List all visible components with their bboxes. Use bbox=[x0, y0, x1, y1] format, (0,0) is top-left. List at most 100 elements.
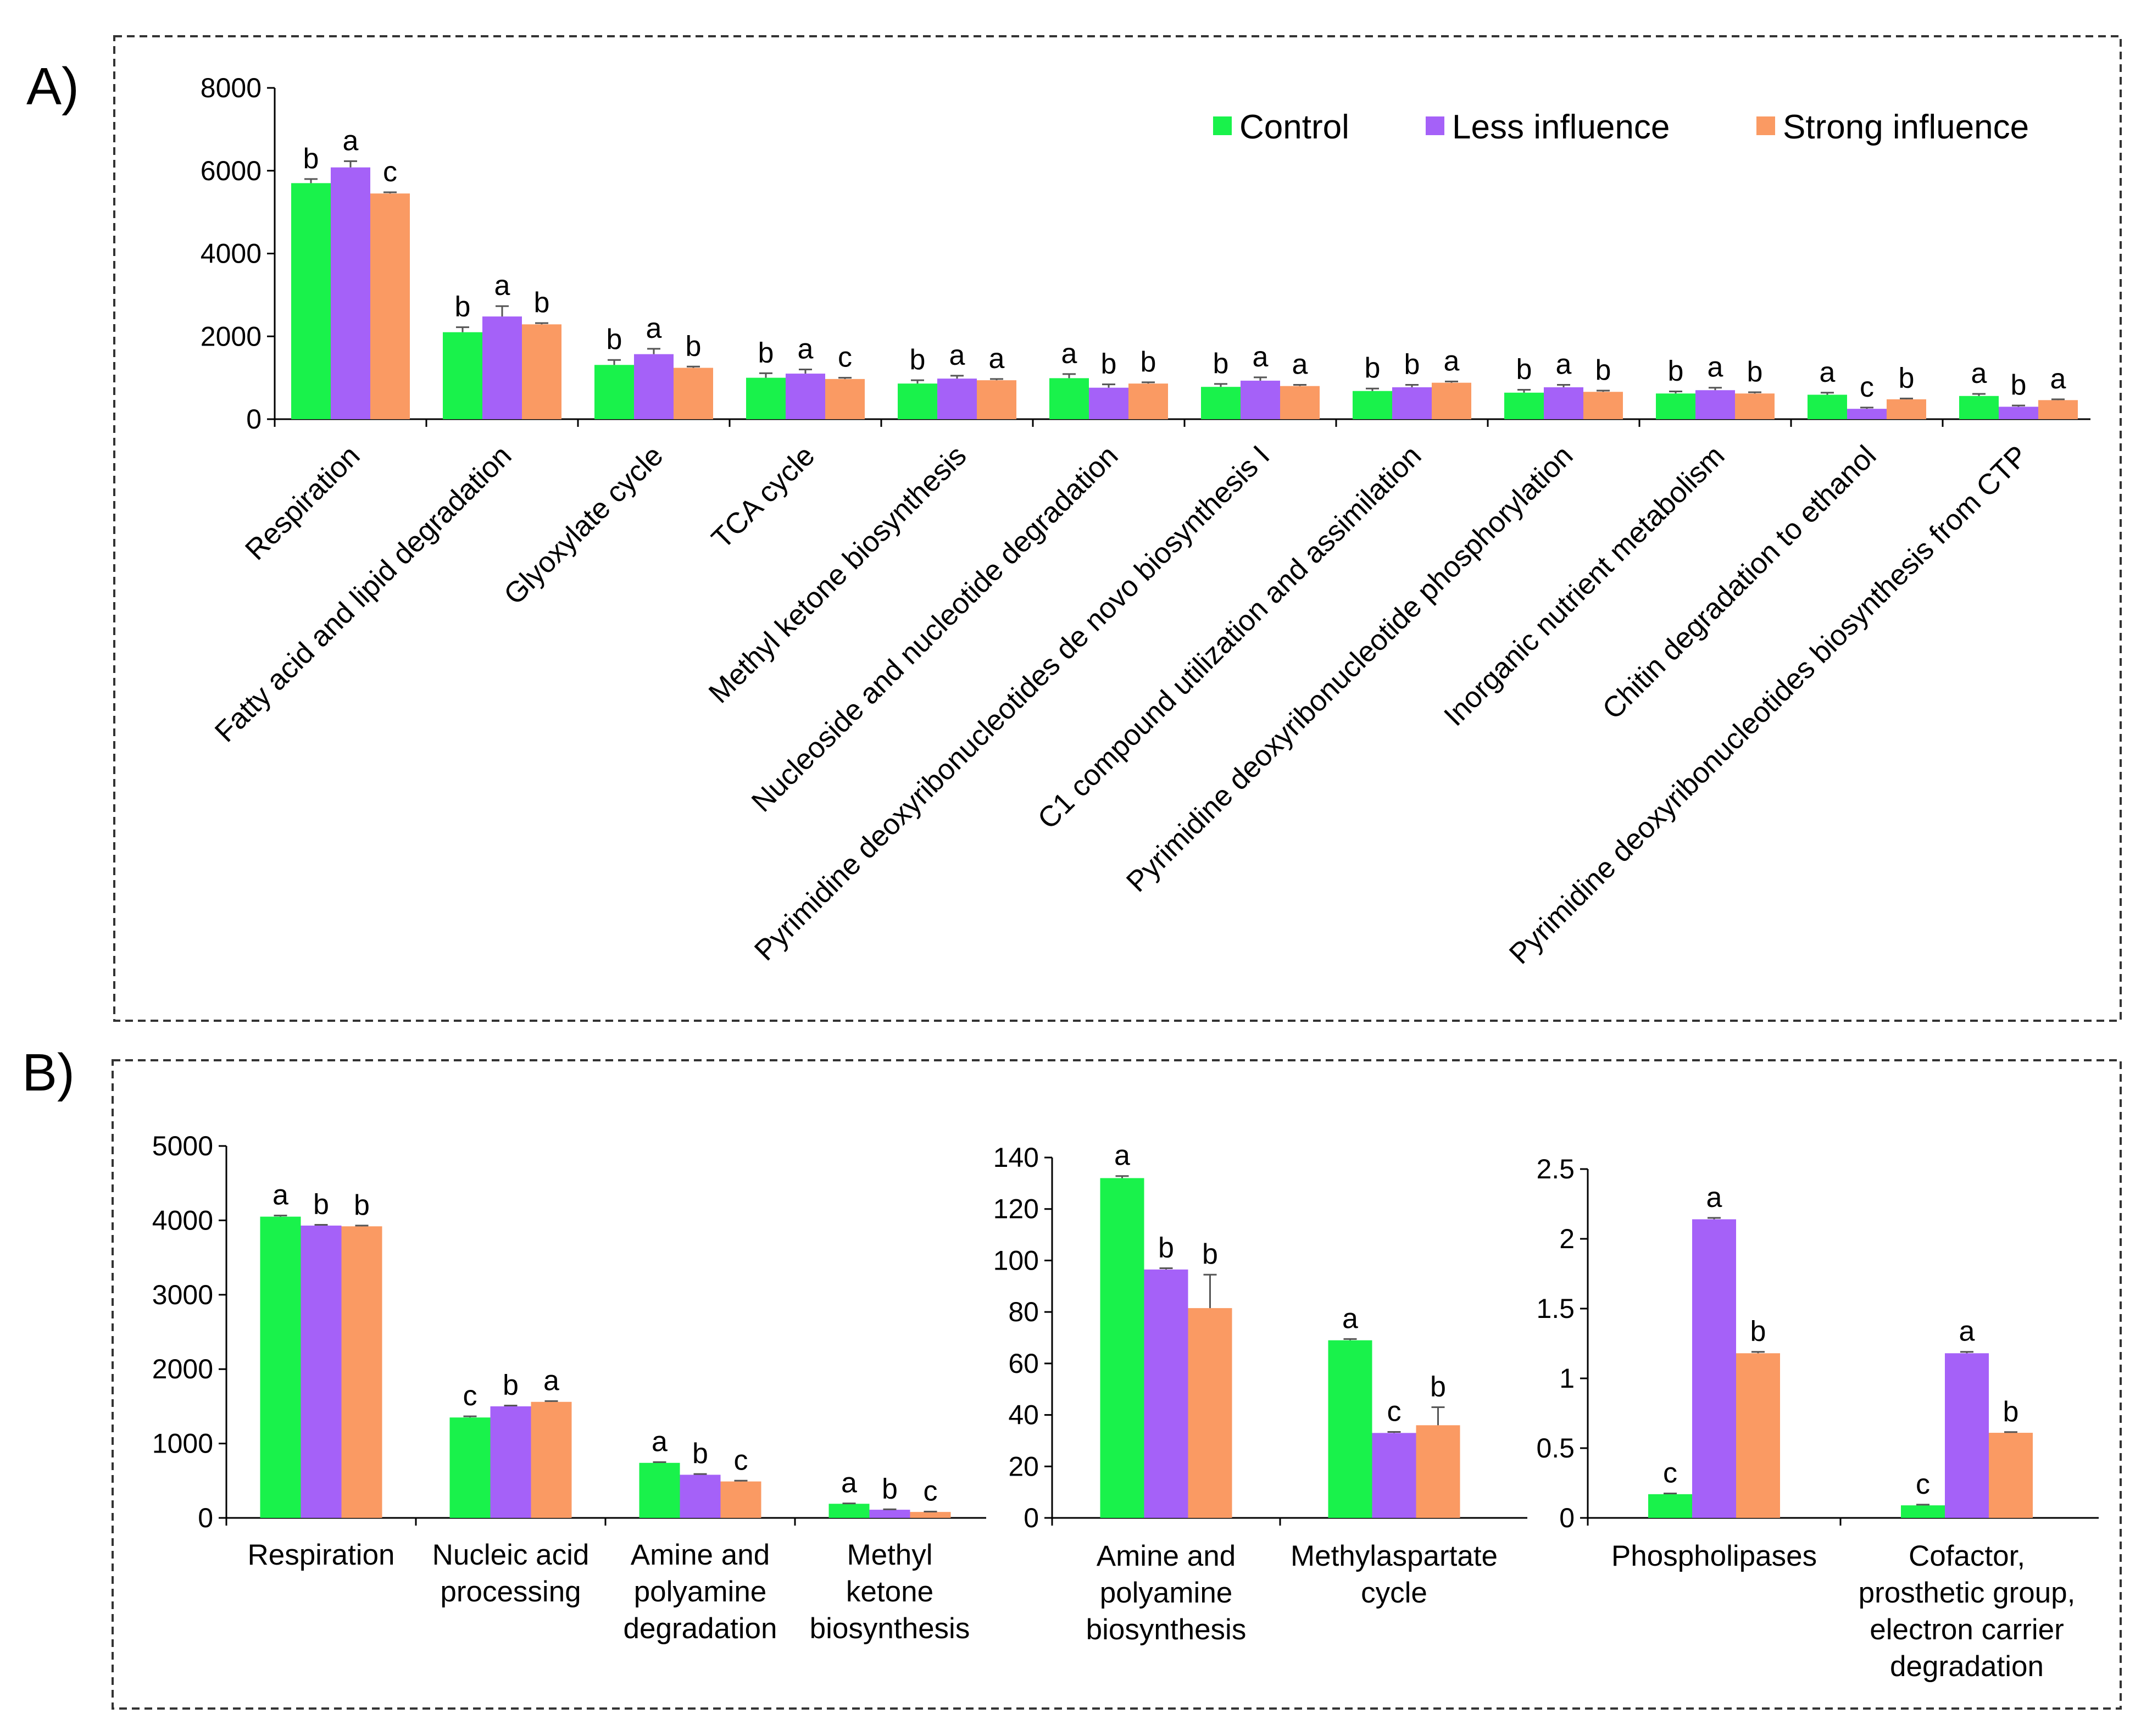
significance-letter: b bbox=[1750, 1316, 1766, 1348]
category-label-line: cycle bbox=[1361, 1577, 1427, 1609]
y-tick-label: 2 bbox=[1559, 1223, 1575, 1254]
significance-letter: a bbox=[1971, 358, 1987, 390]
y-tick-label: 5000 bbox=[152, 1131, 213, 1161]
significance-letter: b bbox=[313, 1189, 329, 1221]
panel-a-frame bbox=[113, 35, 2122, 1022]
significance-letter: b bbox=[1101, 348, 1117, 380]
significance-letter: b bbox=[2003, 1396, 2019, 1428]
bar bbox=[1735, 393, 1775, 419]
significance-letter: a bbox=[1342, 1303, 1358, 1334]
bar bbox=[1089, 387, 1128, 419]
category-label: Respiration bbox=[239, 439, 366, 566]
bar bbox=[639, 1462, 680, 1518]
y-tick-label: 1 bbox=[1559, 1363, 1575, 1394]
bar bbox=[341, 1226, 382, 1518]
bar bbox=[594, 365, 634, 419]
significance-letter: b bbox=[1202, 1238, 1218, 1270]
y-tick-label: 60 bbox=[1008, 1348, 1039, 1379]
bar bbox=[1736, 1353, 1780, 1518]
bar bbox=[828, 1504, 870, 1518]
bar bbox=[1100, 1178, 1144, 1518]
bar bbox=[1959, 396, 1999, 419]
significance-letter: b bbox=[1141, 346, 1156, 378]
significance-letter: b bbox=[2011, 369, 2027, 401]
significance-letter: a bbox=[646, 313, 662, 344]
bar bbox=[720, 1481, 761, 1518]
significance-letter: b bbox=[1516, 353, 1532, 385]
significance-letter: b bbox=[1595, 354, 1611, 386]
bar bbox=[1901, 1505, 1945, 1518]
bar bbox=[1989, 1433, 2033, 1518]
y-tick-label: 0 bbox=[246, 404, 262, 435]
bar bbox=[522, 324, 561, 419]
y-tick-label: 0 bbox=[198, 1503, 213, 1533]
bar bbox=[1144, 1269, 1188, 1518]
significance-letter: a bbox=[2050, 363, 2066, 395]
significance-letter: c bbox=[1663, 1457, 1677, 1489]
bar bbox=[1201, 387, 1241, 419]
significance-letter: b bbox=[910, 344, 926, 376]
category-label-line: polyamine bbox=[634, 1576, 767, 1608]
significance-letter: a bbox=[1114, 1140, 1130, 1172]
y-tick-label: 4000 bbox=[152, 1205, 213, 1236]
bar bbox=[1692, 1219, 1736, 1518]
legend-swatch bbox=[1213, 116, 1232, 135]
category-label-line: degradation bbox=[624, 1612, 777, 1645]
significance-letter: a bbox=[1444, 345, 1460, 377]
bar bbox=[1648, 1494, 1692, 1518]
category-label-line: processing bbox=[440, 1576, 581, 1608]
significance-letter: b bbox=[882, 1473, 898, 1505]
bar bbox=[482, 316, 522, 419]
bar bbox=[370, 193, 410, 419]
y-tick-label: 4000 bbox=[201, 238, 262, 269]
bar bbox=[1392, 387, 1432, 419]
significance-letter: a bbox=[841, 1467, 857, 1499]
category-label-line: ketone bbox=[846, 1576, 933, 1608]
significance-letter: a bbox=[1292, 348, 1308, 380]
significance-letter: a bbox=[652, 1426, 668, 1457]
significance-letter: b bbox=[686, 330, 702, 362]
legend-label: Control bbox=[1239, 108, 1349, 146]
y-tick-label: 0 bbox=[1559, 1503, 1575, 1533]
y-tick-label: 8000 bbox=[201, 73, 262, 103]
bar bbox=[490, 1406, 531, 1518]
category-label-line: Methylaspartate bbox=[1291, 1540, 1498, 1572]
y-tick-label: 40 bbox=[1008, 1400, 1039, 1431]
category-label: Fatty acid and lipid degradation bbox=[209, 439, 518, 749]
category-label: TCA cycle bbox=[705, 439, 821, 555]
category-label: Pyrimidine deoxyribonucleotides biosynth… bbox=[1503, 439, 2034, 971]
legend-label: Less influence bbox=[1452, 108, 1670, 146]
significance-letter: a bbox=[273, 1179, 288, 1211]
significance-letter: b bbox=[1404, 348, 1420, 380]
significance-letter: b bbox=[1158, 1232, 1174, 1264]
bar bbox=[1945, 1353, 1989, 1518]
category-label-line: prosthetic group, bbox=[1859, 1577, 2076, 1609]
bar bbox=[1695, 390, 1735, 419]
significance-letter: b bbox=[303, 143, 319, 175]
y-tick-label: 0.5 bbox=[1536, 1433, 1575, 1464]
panel-a-label: A) bbox=[26, 57, 79, 116]
y-tick-label: 120 bbox=[993, 1194, 1039, 1225]
bar bbox=[1808, 394, 1847, 419]
bar bbox=[1656, 393, 1695, 419]
significance-letter: c bbox=[838, 342, 852, 374]
significance-letter: a bbox=[1706, 1182, 1722, 1214]
bar bbox=[634, 354, 674, 419]
bar bbox=[674, 368, 713, 419]
y-tick-label: 1.5 bbox=[1536, 1293, 1575, 1324]
category-label-line: Phospholipases bbox=[1611, 1540, 1817, 1572]
significance-letter: b bbox=[1899, 362, 1915, 394]
significance-letter: a bbox=[1820, 357, 1836, 388]
bar bbox=[1416, 1425, 1460, 1518]
bar bbox=[1583, 392, 1623, 419]
bar bbox=[531, 1401, 572, 1518]
bar bbox=[937, 379, 977, 419]
legend-swatch bbox=[1756, 116, 1775, 135]
y-tick-label: 6000 bbox=[201, 155, 262, 186]
category-label: Cofactor, prosthetic group, electron carri… bbox=[1859, 1540, 2076, 1683]
significance-letter: b bbox=[503, 1370, 519, 1401]
bar bbox=[1328, 1340, 1372, 1518]
category-label: Amine and polyamine biosynthesis bbox=[1086, 1540, 1247, 1646]
bar bbox=[449, 1417, 491, 1518]
